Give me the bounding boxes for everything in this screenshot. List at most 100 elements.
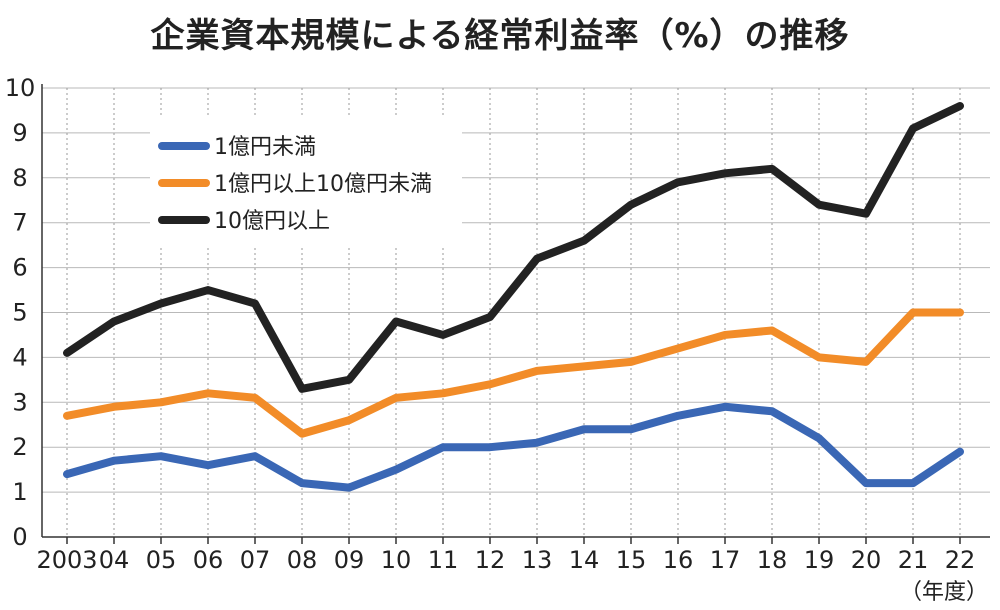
data-point xyxy=(253,454,257,459)
data-point xyxy=(770,409,774,414)
x-tick-label: 05 xyxy=(146,546,177,574)
data-point xyxy=(723,171,727,176)
data-point xyxy=(582,238,586,243)
data-point xyxy=(300,386,304,391)
x-tick-label: 15 xyxy=(616,546,647,574)
x-tick-label: 19 xyxy=(804,546,835,574)
data-point xyxy=(770,328,774,333)
y-tick-label: 9 xyxy=(12,119,27,147)
x-tick-label: 22 xyxy=(945,546,976,574)
x-tick-label: 17 xyxy=(710,546,741,574)
data-point xyxy=(629,202,633,207)
x-tick-label: 09 xyxy=(334,546,365,574)
x-axis-unit-label: （年度） xyxy=(899,580,988,605)
x-tick-label: 08 xyxy=(287,546,318,574)
data-point xyxy=(723,404,727,409)
data-point xyxy=(676,413,680,418)
x-tick-label: 20 xyxy=(851,546,882,574)
data-point xyxy=(488,382,492,387)
data-point xyxy=(629,427,633,432)
data-point xyxy=(535,256,539,261)
data-point xyxy=(958,310,962,315)
x-tick-label: 10 xyxy=(381,546,412,574)
y-tick-label: 6 xyxy=(12,254,27,282)
data-point xyxy=(394,467,398,472)
y-tick-label: 1 xyxy=(12,478,27,506)
legend-label: 10億円以上 xyxy=(214,209,330,234)
data-point xyxy=(253,395,257,400)
y-tick-label: 4 xyxy=(12,343,27,371)
data-point xyxy=(582,427,586,432)
data-point xyxy=(159,301,163,306)
y-tick-label: 5 xyxy=(12,299,27,327)
chart-title: 企業資本規模による経常利益率（%）の推移 xyxy=(150,16,850,56)
data-point xyxy=(206,391,210,396)
data-point xyxy=(441,391,445,396)
data-point xyxy=(206,288,210,293)
data-point xyxy=(347,418,351,423)
data-point xyxy=(159,400,163,405)
data-point xyxy=(770,166,774,171)
data-point xyxy=(864,359,868,364)
data-point xyxy=(347,377,351,382)
data-point xyxy=(911,481,915,486)
data-point xyxy=(958,449,962,454)
data-point xyxy=(394,395,398,400)
x-tick-label: 21 xyxy=(898,546,929,574)
data-point xyxy=(347,485,351,490)
x-tick-label: 12 xyxy=(475,546,506,574)
data-point xyxy=(112,458,116,463)
data-point xyxy=(723,332,727,337)
data-point xyxy=(441,445,445,450)
data-point xyxy=(817,202,821,207)
data-point xyxy=(206,463,210,468)
x-tick-label: 11 xyxy=(428,546,459,574)
data-point xyxy=(112,319,116,324)
data-point xyxy=(535,368,539,373)
data-point xyxy=(958,103,962,108)
x-tick-label: 14 xyxy=(569,546,600,574)
data-point xyxy=(112,404,116,409)
x-tick-label: 13 xyxy=(522,546,553,574)
data-point xyxy=(535,440,539,445)
series-line-2 xyxy=(63,101,964,393)
y-tick-label: 2 xyxy=(12,433,27,461)
x-tick-label: 07 xyxy=(240,546,271,574)
data-point xyxy=(911,126,915,131)
data-point xyxy=(300,481,304,486)
x-tick-label: 06 xyxy=(193,546,224,574)
series-line-0 xyxy=(63,402,964,492)
data-point xyxy=(159,454,163,459)
y-tick-label: 8 xyxy=(12,164,27,192)
data-point xyxy=(582,364,586,369)
x-tick-label: 16 xyxy=(663,546,694,574)
x-tick-label: 2003 xyxy=(36,546,97,574)
series-line-1 xyxy=(63,308,964,438)
data-point xyxy=(65,472,69,477)
data-point xyxy=(65,413,69,418)
data-point xyxy=(864,211,868,216)
data-point xyxy=(676,346,680,351)
data-point xyxy=(676,180,680,185)
legend-label: 1億円以上10億円未満 xyxy=(214,172,432,197)
legend: 1億円未満 1億円以上10億円未満 10億円以上 xyxy=(150,117,462,248)
data-point xyxy=(629,359,633,364)
series-lines xyxy=(63,101,964,492)
data-point xyxy=(65,350,69,355)
data-point xyxy=(253,301,257,306)
data-point xyxy=(864,481,868,486)
data-point xyxy=(817,355,821,360)
data-point xyxy=(488,314,492,319)
data-point xyxy=(441,332,445,337)
y-tick-label: 0 xyxy=(12,523,27,551)
x-tick-label: 04 xyxy=(99,546,130,574)
data-point xyxy=(817,436,821,441)
x-tick-label: 18 xyxy=(757,546,788,574)
y-tick-label: 7 xyxy=(12,209,27,237)
data-point xyxy=(300,431,304,436)
data-point xyxy=(911,310,915,315)
data-point xyxy=(394,319,398,324)
legend-label: 1億円未満 xyxy=(214,135,316,160)
